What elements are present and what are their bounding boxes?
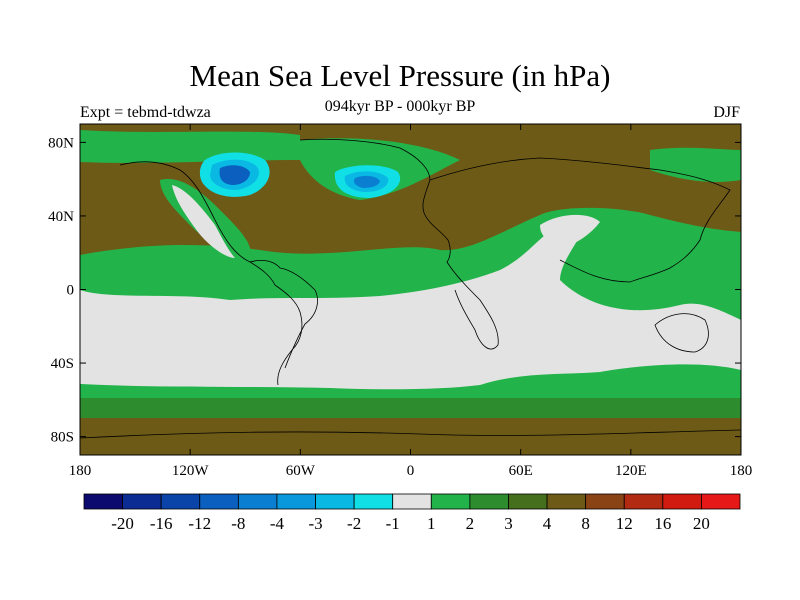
pressure-difference-field [80,124,741,455]
coast-americas-west [119,161,303,386]
colorbar-label: 2 [466,514,475,533]
field-antarctic [80,418,741,455]
lon-tick-label: 180 [69,463,92,479]
coast-americas-east [249,260,318,369]
colorbar-label: -4 [270,514,285,533]
season-label: DJF [713,104,740,121]
colorbar-label: -2 [347,514,361,533]
lat-tick-label: 0 [67,283,75,299]
colorbar-label: -3 [308,514,322,533]
colorbar-box [623,493,664,510]
colorbar-box [83,493,123,510]
colorbar-box [392,493,432,510]
colorbar-box [276,493,316,510]
lon-tick-label: 0 [407,463,415,479]
field-neg-b3 [353,175,380,188]
map-title: Mean Sea Level Pressure (in hPa) [189,58,611,93]
colorbar-box [237,493,278,510]
lat-tick-label: 80N [48,135,74,151]
field-gray-india [540,214,600,248]
colorbar-box [701,493,741,510]
coast-asia [429,157,731,283]
lon-ticks: 180 120W 60W 0 60E 120E 180 [69,124,753,479]
lon-tick-label: 60E [509,463,533,479]
field-pac-green [650,147,741,182]
field-neg-a3 [219,165,250,185]
experiment-label: Expt = tebmd-tdwza [80,104,211,121]
colorbar: -20 -16 -12 -8 -4 -3 -2 -1 1 2 3 4 8 12 16 20 [83,493,741,533]
colorbar-box [662,493,702,510]
colorbar-box [585,493,625,510]
field-gray-1 [80,217,741,390]
lon-tick-label: 120E [615,463,647,479]
map-subtitle: 094kyr BP - 000kyr BP [324,98,476,115]
colorbar-box [546,493,587,510]
lat-tick-label: 40S [51,356,74,372]
colorbar-label: -8 [231,514,245,533]
colorbar-label: 8 [581,514,590,533]
field-arctic-green [80,130,300,163]
colorbar-box [430,493,471,510]
colorbar-label: 1 [427,514,436,533]
lon-tick-label: 120W [172,463,210,479]
colorbar-box [469,493,509,510]
lat-tick-label: 80S [51,430,74,446]
colorbar-label: -16 [150,514,173,533]
colorbar-box [160,493,201,510]
coastlines [80,138,741,439]
field-so-green [80,378,741,400]
lon-tick-label: 180 [730,463,753,479]
colorbar-label: 20 [693,514,710,533]
field-gray-na [172,185,235,258]
colorbar-box [508,493,548,510]
colorbar-label: 12 [616,514,633,533]
lat-tick-label: 40N [48,209,74,225]
colorbar-label: 3 [504,514,513,533]
colorbar-label: 16 [654,514,671,533]
colorbar-box [199,493,239,510]
colorbar-box [315,493,355,510]
colorbar-label: -12 [188,514,211,533]
coast-antarctica [80,429,741,439]
lon-tick-label: 60W [286,463,316,479]
coast-australia [654,313,709,353]
colorbar-box [122,493,162,510]
field-so-mid [80,398,741,420]
colorbar-label: -1 [386,514,400,533]
coast-europe-africa [299,138,499,350]
colorbar-box [353,493,394,510]
colorbar-label: 4 [543,514,552,533]
lat-ticks: 80N 40N 0 40S 80S [48,135,741,446]
colorbar-label: -20 [111,514,134,533]
